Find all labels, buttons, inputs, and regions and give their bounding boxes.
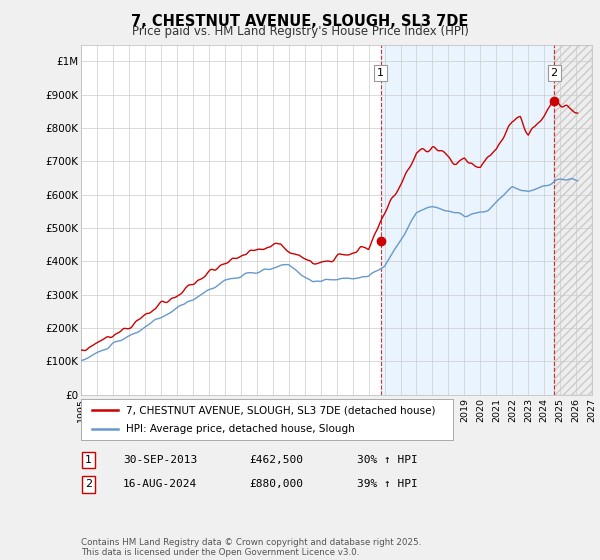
Text: 30-SEP-2013: 30-SEP-2013: [123, 455, 197, 465]
Text: 1: 1: [377, 68, 384, 78]
Text: Price paid vs. HM Land Registry's House Price Index (HPI): Price paid vs. HM Land Registry's House …: [131, 25, 469, 38]
Text: £880,000: £880,000: [249, 479, 303, 489]
Text: HPI: Average price, detached house, Slough: HPI: Average price, detached house, Slou…: [125, 424, 355, 433]
Text: Contains HM Land Registry data © Crown copyright and database right 2025.
This d: Contains HM Land Registry data © Crown c…: [81, 538, 421, 557]
Text: 7, CHESTNUT AVENUE, SLOUGH, SL3 7DE: 7, CHESTNUT AVENUE, SLOUGH, SL3 7DE: [131, 14, 469, 29]
Text: 2: 2: [551, 68, 558, 78]
Bar: [554, 45, 592, 395]
Text: 39% ↑ HPI: 39% ↑ HPI: [357, 479, 418, 489]
Text: 2: 2: [85, 479, 92, 489]
Text: 30% ↑ HPI: 30% ↑ HPI: [357, 455, 418, 465]
Text: 7, CHESTNUT AVENUE, SLOUGH, SL3 7DE (detached house): 7, CHESTNUT AVENUE, SLOUGH, SL3 7DE (det…: [125, 405, 435, 415]
Text: £462,500: £462,500: [249, 455, 303, 465]
Bar: [380, 45, 554, 395]
Text: 1: 1: [85, 455, 92, 465]
Text: 16-AUG-2024: 16-AUG-2024: [123, 479, 197, 489]
